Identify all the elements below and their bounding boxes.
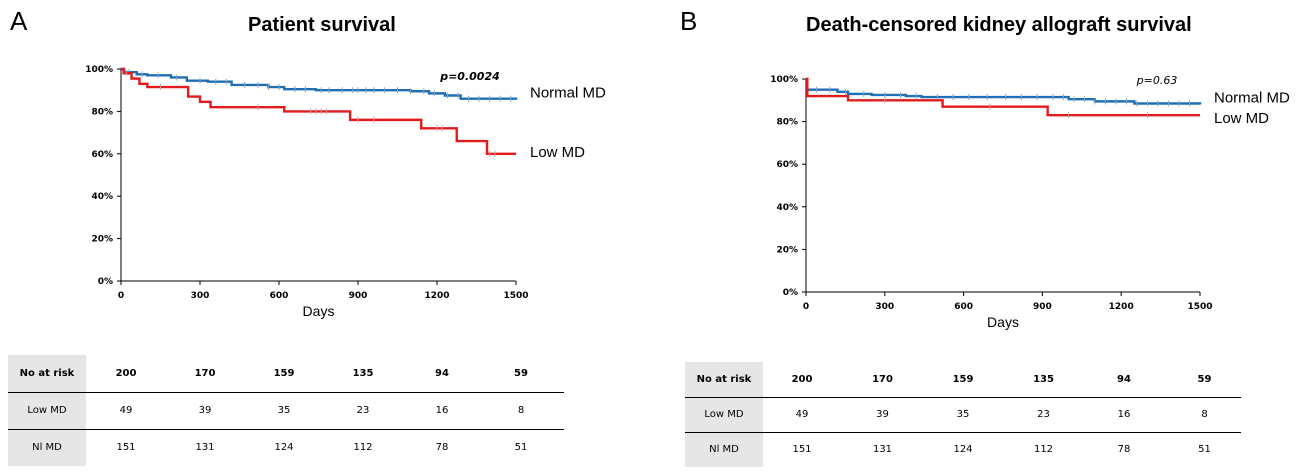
risk-table-header: No at risk [685, 362, 763, 397]
y-tick-label: 0% [98, 277, 113, 287]
x-tick-label: 600 [954, 302, 973, 312]
risk-row-label: Nl MD [8, 429, 86, 466]
risk-cell: 16 [1117, 409, 1131, 420]
x-axis-label: Days [987, 314, 1019, 330]
risk-cell: 112 [1033, 444, 1054, 455]
x-tick-label: 600 [270, 291, 289, 301]
y-tick-label: 0% [783, 288, 798, 298]
risk-cell: 159 [273, 368, 295, 379]
risk-cell: 49 [119, 405, 133, 416]
risk-row-label: Nl MD [685, 432, 763, 467]
x-tick-label: 0 [803, 302, 809, 312]
x-tick-label: 0 [118, 291, 124, 301]
table-divider [685, 397, 1241, 398]
p-value-annotation: p=0.0024 [439, 70, 500, 83]
y-tick-label: 20% [776, 245, 798, 255]
risk-cell: 131 [872, 444, 893, 455]
risk-cell: 23 [1037, 409, 1050, 420]
chart-title: Patient survival [248, 14, 396, 36]
x-tick-label: 900 [349, 291, 368, 301]
risk-table-b: No at risk 200 170 159 135 94 59 Low MD 49 39 35 23… [685, 362, 1245, 472]
table-row: Nl MD 151 131 124 112 78 51 [8, 429, 568, 466]
risk-table-a: No at risk 200 170 159 135 94 59 Low MD 49 39 35 23… [8, 355, 568, 470]
risk-cell: 124 [274, 442, 294, 453]
survival-chart-b: 0% 20% 40% 60% 80% 100% 0 300 600 900 1200 1500 Days… [770, 74, 1290, 330]
risk-cell: 16 [435, 405, 449, 416]
risk-cell: 170 [194, 368, 216, 379]
risk-cell: 35 [956, 409, 970, 420]
y-tick-label: 40% [91, 192, 113, 202]
risk-cell: 159 [952, 374, 974, 385]
risk-cell: 78 [1117, 444, 1131, 455]
x-tick-label: 1500 [1187, 302, 1212, 312]
risk-cell: 151 [792, 444, 812, 455]
risk-cell: 170 [872, 374, 893, 385]
panel-label: B [680, 6, 698, 36]
risk-cell: 23 [356, 405, 370, 416]
panel-a: A Patient survival 0% 20% 40% 60% 80% 100% 0 30… [0, 0, 650, 473]
risk-cell: 49 [795, 409, 809, 420]
risk-cell: 135 [352, 368, 374, 379]
risk-cell: 59 [514, 368, 528, 379]
risk-cell: 59 [1197, 374, 1212, 385]
legend-label: Normal MD [530, 85, 606, 102]
risk-table-header: No at risk [8, 355, 86, 392]
table-divider [8, 392, 564, 393]
y-tick-label: 20% [91, 235, 113, 245]
table-row: Low MD 49 39 35 23 16 8 [685, 397, 1245, 432]
legend-label: Low MD [530, 144, 585, 161]
risk-cell: 135 [1033, 374, 1054, 385]
legend-label: Normal MD [1214, 90, 1290, 107]
risk-cell: 124 [953, 444, 973, 455]
risk-cell: 78 [435, 442, 449, 453]
p-value-annotation: p=0.63 [1136, 74, 1178, 87]
risk-cell: 8 [1201, 409, 1208, 420]
table-row: No at risk 200 170 159 135 94 59 [685, 362, 1245, 397]
x-tick-label: 1500 [503, 291, 528, 301]
risk-cell: 94 [1117, 374, 1131, 385]
y-tick-label: 100% [770, 75, 798, 85]
table-row: Low MD 49 39 35 23 16 8 [8, 392, 568, 429]
x-tick-label: 300 [875, 302, 894, 312]
y-tick-label: 80% [776, 118, 798, 128]
risk-cell: 200 [791, 374, 813, 385]
survival-chart-a: 0% 20% 40% 60% 80% 100% 0 300 600 900 1200 1500 Days… [85, 65, 606, 319]
table-row: No at risk 200 170 159 135 94 59 [8, 355, 568, 392]
panel-label: A [10, 6, 28, 36]
risk-row-label: Low MD [685, 397, 763, 432]
risk-cell: 200 [115, 368, 137, 379]
risk-cell: 94 [435, 368, 449, 379]
x-tick-label: 1200 [1109, 302, 1134, 312]
y-tick-label: 40% [776, 203, 798, 213]
risk-cell: 51 [1198, 444, 1211, 455]
y-tick-label: 60% [91, 150, 113, 160]
x-tick-label: 900 [1033, 302, 1052, 312]
table-divider [685, 432, 1241, 433]
table-row: Nl MD 151 131 124 112 78 51 [685, 432, 1245, 467]
x-tick-label: 1200 [424, 291, 449, 301]
series-line-low-md [121, 67, 516, 155]
y-tick-label: 60% [776, 160, 798, 170]
y-tick-label: 80% [91, 107, 113, 117]
risk-cell: 151 [116, 442, 136, 453]
risk-cell: 112 [353, 442, 373, 453]
x-tick-label: 300 [191, 291, 210, 301]
table-divider [8, 429, 564, 430]
x-axis-label: Days [303, 303, 335, 319]
chart-title: Death-censored kidney allograft survival [806, 14, 1192, 36]
risk-cell: 51 [514, 442, 528, 453]
risk-cell: 35 [277, 405, 291, 416]
risk-cell: 131 [195, 442, 215, 453]
risk-cell: 39 [876, 409, 889, 420]
series-line-normal-md [806, 77, 1202, 105]
series-line-low-md [806, 77, 1200, 117]
risk-row-label: Low MD [8, 392, 86, 429]
risk-cell: 39 [198, 405, 212, 416]
legend-label: Low MD [1214, 110, 1269, 127]
risk-cell: 8 [517, 405, 525, 416]
y-tick-label: 100% [85, 65, 113, 75]
panel-b: B Death-censored kidney allograft surviv… [660, 0, 1301, 473]
